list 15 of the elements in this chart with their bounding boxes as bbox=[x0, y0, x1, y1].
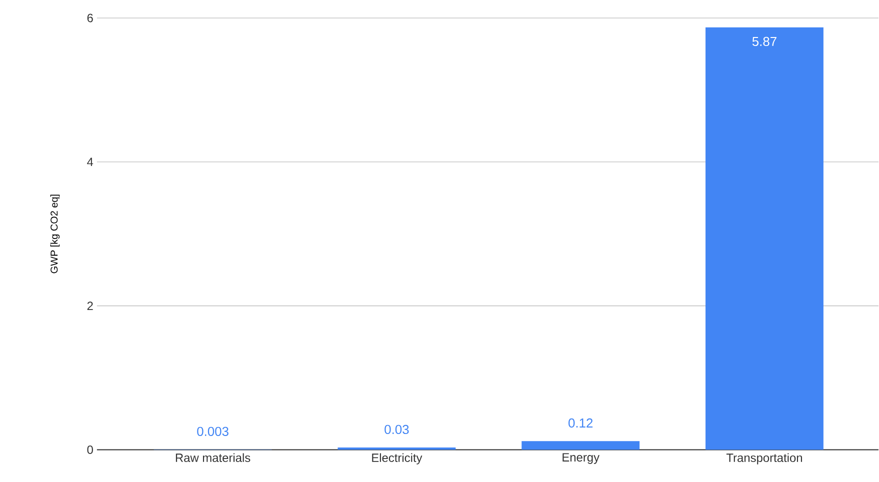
data-label: 0.12 bbox=[568, 418, 593, 428]
data-label: 0.03 bbox=[384, 425, 409, 434]
y-tick-label: 4 bbox=[87, 158, 94, 166]
data-label: 5.87 bbox=[752, 36, 776, 46]
y-tick-label: 2 bbox=[87, 302, 93, 310]
bar bbox=[706, 27, 824, 450]
y-axis-title: GWP [kg CO2 eq] bbox=[50, 194, 60, 274]
x-tick-label: Energy bbox=[562, 453, 600, 464]
x-tick-label: Electricity bbox=[372, 453, 422, 465]
x-tick-label: Transportation bbox=[726, 453, 802, 465]
x-tick-label: Raw materials bbox=[176, 453, 250, 462]
y-tick-label: 6 bbox=[87, 14, 93, 22]
data-label: 0.003 bbox=[197, 426, 228, 436]
bar bbox=[522, 441, 640, 450]
y-tick-label: 0 bbox=[87, 446, 93, 454]
